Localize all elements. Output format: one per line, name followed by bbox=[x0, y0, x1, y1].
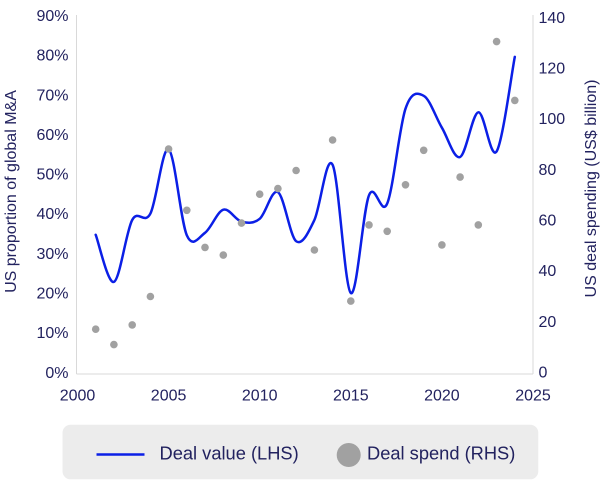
svg-text:10%: 10% bbox=[36, 325, 68, 342]
svg-text:US deal spending (US$ billion): US deal spending (US$ billion) bbox=[583, 80, 600, 298]
svg-text:2020: 2020 bbox=[424, 388, 460, 405]
svg-text:60%: 60% bbox=[36, 127, 68, 144]
svg-text:40%: 40% bbox=[36, 206, 68, 223]
svg-text:30%: 30% bbox=[36, 246, 68, 263]
svg-text:2000: 2000 bbox=[60, 388, 96, 405]
svg-text:50%: 50% bbox=[36, 167, 68, 184]
svg-text:0: 0 bbox=[539, 365, 548, 382]
svg-text:100: 100 bbox=[539, 111, 566, 128]
svg-text:2015: 2015 bbox=[333, 388, 369, 405]
svg-text:90%: 90% bbox=[36, 8, 68, 25]
svg-text:80: 80 bbox=[539, 162, 557, 179]
svg-text:Deal spend (RHS): Deal spend (RHS) bbox=[367, 443, 515, 464]
svg-text:2005: 2005 bbox=[151, 388, 187, 405]
svg-text:140: 140 bbox=[539, 10, 566, 27]
svg-text:40: 40 bbox=[539, 263, 557, 280]
svg-text:US proportion of global M&A: US proportion of global M&A bbox=[3, 90, 20, 293]
svg-text:80%: 80% bbox=[36, 48, 68, 65]
svg-text:120: 120 bbox=[539, 61, 566, 78]
svg-text:20%: 20% bbox=[36, 286, 68, 303]
svg-text:70%: 70% bbox=[36, 87, 68, 104]
svg-text:20: 20 bbox=[539, 314, 557, 331]
svg-text:2025: 2025 bbox=[515, 388, 551, 405]
svg-text:60: 60 bbox=[539, 213, 557, 230]
svg-text:Deal value (LHS): Deal value (LHS) bbox=[160, 443, 299, 464]
svg-text:0%: 0% bbox=[45, 365, 68, 382]
svg-text:2010: 2010 bbox=[242, 388, 278, 405]
